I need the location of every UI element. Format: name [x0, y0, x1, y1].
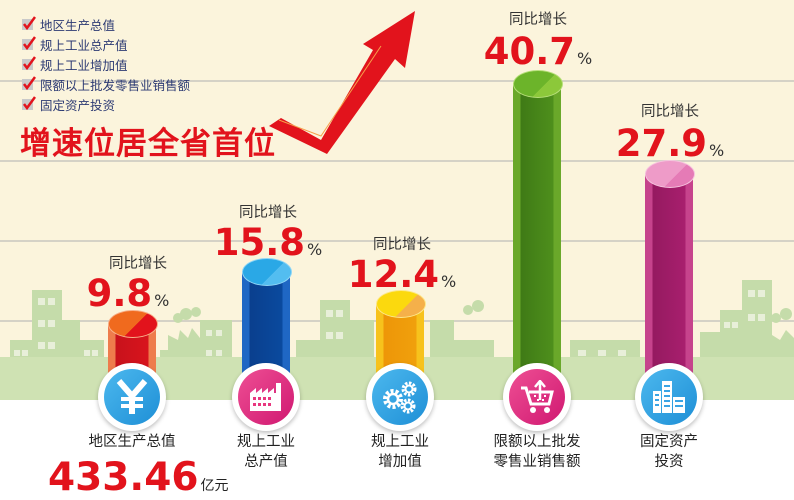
legend: 地区生产总值 规上工业总产值 规上工业增加值 限额以上批发零售业销售额 固定资产… [22, 14, 190, 114]
legend-item: 固定资产投资 [22, 94, 190, 114]
category-label-line1: 地区生产总值 [88, 434, 176, 450]
growth-label: 同比增长 [109, 256, 167, 272]
growth-value: 9.8% [48, 275, 208, 312]
growth-value: 40.7% [458, 33, 618, 70]
growth-value-number: 40.7 [483, 30, 576, 73]
percent-sign: % [307, 240, 323, 259]
percent-sign: % [441, 272, 457, 291]
category-label: 规上工业 增加值 [320, 432, 480, 472]
legend-item: 规上工业增加值 [22, 54, 190, 74]
legend-label: 规上工业增加值 [40, 57, 128, 73]
bar-fixed-asset-investment-top [645, 160, 695, 188]
growth-value-number: 12.4 [347, 253, 440, 296]
category-label-line1: 规上工业 [371, 434, 429, 450]
trend-arrow-icon [269, 11, 415, 154]
category-label-line1: 规上工业 [237, 434, 295, 450]
category-label: 固定资产 投资 [589, 432, 749, 472]
bar-fixed-asset-investment [645, 173, 693, 373]
growth-value-number: 9.8 [86, 272, 153, 315]
category-label-line1: 固定资产 [640, 434, 698, 450]
percent-sign: % [577, 49, 593, 68]
category-label-line1: 限额以上批发 [493, 434, 581, 450]
bar-industrial-output-top [242, 258, 292, 286]
category-label-line2: 总产值 [244, 454, 288, 470]
percent-sign: % [154, 291, 170, 310]
legend-item: 地区生产总值 [22, 14, 190, 34]
category-label-line2: 投资 [654, 454, 684, 470]
headline: 增速位居全省首位 [20, 126, 276, 162]
category-label: 规上工业 总产值 [186, 432, 346, 472]
legend-label: 限额以上批发零售业销售额 [40, 77, 191, 93]
checkmark-icon [22, 15, 36, 31]
growth-value: 15.8% [188, 224, 348, 261]
gears-icon [372, 369, 428, 425]
yuan-icon [104, 369, 160, 425]
growth-label: 同比增长 [373, 237, 431, 253]
growth-label: 同比增长 [239, 205, 297, 221]
category-label: 地区生产总值 [52, 432, 212, 452]
gridline [0, 160, 794, 162]
bar-retail-sales-top [513, 70, 563, 98]
category-label-line2: 增加值 [378, 454, 422, 470]
growth-label: 同比增长 [641, 104, 699, 120]
checkmark-icon [22, 35, 36, 51]
icon-badge [366, 363, 434, 431]
growth-value: 12.4% [322, 256, 482, 293]
gridline [0, 80, 794, 82]
bar-retail-sales [513, 83, 561, 373]
legend-label: 固定资产投资 [40, 97, 116, 113]
bar-industrial-output [242, 271, 290, 373]
shopping-cart-icon [509, 369, 565, 425]
icon-badge [98, 363, 166, 431]
checkmark-icon [22, 95, 36, 111]
bar-gdp-top [108, 310, 158, 338]
growth-label: 同比增长 [509, 12, 567, 28]
legend-label: 地区生产总值 [40, 17, 116, 33]
legend-label: 规上工业总产值 [40, 37, 128, 53]
gdp-total: 433.46 亿元 [48, 458, 229, 497]
category-label-line2: 零售业销售额 [493, 454, 581, 470]
legend-item: 规上工业总产值 [22, 34, 190, 54]
category-label: 限额以上批发 零售业销售额 [457, 432, 617, 472]
icon-badge [635, 363, 703, 431]
gdp-total-unit: 亿元 [200, 478, 229, 494]
growth-value: 27.9% [590, 125, 750, 162]
legend-item: 限额以上批发零售业销售额 [22, 74, 190, 94]
checkmark-icon [22, 55, 36, 71]
icon-badge [503, 363, 571, 431]
factory-icon [238, 369, 294, 425]
bar-industrial-added-value-top [376, 290, 426, 318]
icon-badge [232, 363, 300, 431]
gdp-total-value: 433.46 [48, 455, 199, 500]
buildings-icon [641, 369, 697, 425]
percent-sign: % [709, 141, 725, 160]
growth-value-number: 27.9 [615, 122, 708, 165]
checkmark-icon [22, 75, 36, 91]
gridline [0, 240, 794, 242]
growth-value-number: 15.8 [213, 221, 306, 264]
